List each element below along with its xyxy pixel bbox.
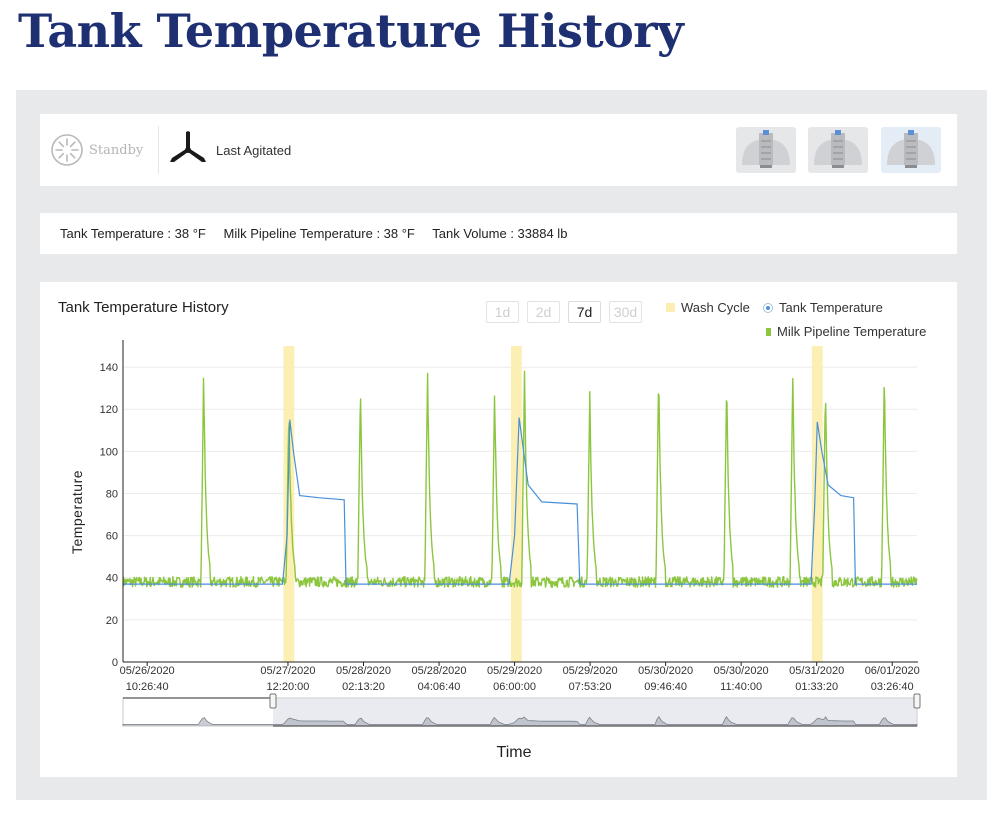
x-tick-label-date: 05/26/2020: [120, 665, 175, 677]
x-tick-label-time: 11:40:00: [720, 681, 762, 693]
x-tick-label-time: 07:53:20: [569, 681, 612, 693]
x-tick-label-time: 04:06:40: [418, 681, 461, 693]
y-tick-label: 120: [100, 404, 118, 416]
snowflake-icon: [51, 134, 83, 166]
y-tick-label: 20: [106, 615, 118, 627]
agitator-indicator[interactable]: [166, 128, 210, 173]
navigator-series: [122, 715, 918, 726]
legend-tank-temperature-label: Tank Temperature: [779, 300, 883, 315]
wash-cycle-swatch: [666, 303, 675, 312]
tank-selector-2[interactable]: [808, 127, 868, 173]
navigator-selection[interactable]: [273, 698, 917, 726]
range-7d-button[interactable]: 7d: [568, 301, 601, 323]
x-tick-label-date: 05/29/2020: [487, 665, 542, 677]
x-tick-label-time: 10:26:40: [126, 681, 169, 693]
x-tick-label-date: 05/28/2020: [336, 665, 391, 677]
standby-indicator[interactable]: Standby: [50, 133, 143, 167]
readings-row: Tank Temperature : 38 °F Milk Pipeline T…: [60, 226, 581, 241]
range-2d-button[interactable]: 2d: [527, 301, 560, 323]
navigator-handle-right[interactable]: [913, 693, 921, 709]
x-tick-label-date: 05/30/2020: [638, 665, 693, 677]
x-tick-label-date: 05/30/2020: [714, 665, 769, 677]
x-tick-label-time: 09:46:40: [644, 681, 687, 693]
dashboard-frame: Standby Last Agitated: [16, 90, 987, 800]
milk-tank-icon: [814, 130, 862, 168]
pipeline-temperature-swatch: [766, 327, 771, 336]
y-tick-label: 60: [106, 531, 118, 543]
y-tick-label: 0: [112, 657, 118, 669]
status-card: Standby Last Agitated: [40, 114, 957, 186]
y-tick-label: 40: [106, 573, 118, 585]
tank-temperature-reading: Tank Temperature : 38 °F: [60, 226, 206, 241]
readings-card: Tank Temperature : 38 °F Milk Pipeline T…: [40, 213, 957, 254]
series-line-pipeline: [122, 370, 918, 588]
page-title: Tank Temperature History: [18, 4, 684, 58]
range-1d-button[interactable]: 1d: [486, 301, 519, 323]
tank-temperature-swatch: [763, 302, 773, 313]
legend-tank-temperature[interactable]: Tank Temperature: [763, 300, 883, 315]
legend-pipeline-temperature-label: Milk Pipeline Temperature: [777, 324, 927, 339]
pipeline-temperature-reading: Milk Pipeline Temperature : 38 °F: [223, 226, 415, 241]
x-tick-label-time: 02:13:20: [342, 681, 385, 693]
standby-label: Standby: [89, 142, 144, 158]
y-axis-label: Temperature: [69, 470, 85, 554]
y-tick-label: 140: [100, 362, 118, 374]
series-line-tank: [123, 417, 917, 585]
agitator-fan-icon: [170, 131, 206, 162]
chart-panel-title: Tank Temperature History: [58, 299, 229, 316]
x-tick-label-date: 05/31/2020: [789, 665, 844, 677]
x-tick-label-date: 05/28/2020: [411, 665, 466, 677]
x-axis-label: Time: [497, 744, 532, 761]
chart-card: Tank Temperature History 1d 2d 7d 30d Wa…: [40, 282, 957, 777]
wash-cycle-band: [811, 346, 823, 662]
tank-selector-3[interactable]: [881, 127, 941, 173]
y-tick-label: 100: [100, 446, 118, 458]
status-divider: [158, 126, 159, 174]
x-tick-label-date: 05/29/2020: [563, 665, 618, 677]
x-tick-label-date: 06/01/2020: [865, 665, 920, 677]
legend-wash-cycle-label: Wash Cycle: [681, 300, 750, 315]
x-tick-label-time: 03:26:40: [871, 681, 914, 693]
x-tick-label-time: 06:00:00: [493, 681, 536, 693]
wash-cycle-band: [283, 346, 295, 662]
x-tick-label-time: 12:20:00: [267, 681, 310, 693]
tank-volume-reading: Tank Volume : 33884 lb: [432, 226, 568, 241]
range-30d-button[interactable]: 30d: [609, 301, 642, 323]
navigator-handle-left[interactable]: [269, 693, 277, 709]
x-tick-label-date: 05/27/2020: [260, 665, 315, 677]
y-tick-label: 80: [106, 488, 118, 500]
last-agitated-label: Last Agitated: [216, 143, 292, 158]
legend-pipeline-temperature[interactable]: Milk Pipeline Temperature: [763, 324, 926, 339]
tank-selector-1[interactable]: [736, 127, 796, 173]
milk-tank-icon: [887, 130, 935, 168]
milk-tank-icon: [742, 130, 790, 168]
legend-wash-cycle[interactable]: Wash Cycle: [666, 300, 750, 315]
x-tick-label-time: 01:33:20: [795, 681, 838, 693]
